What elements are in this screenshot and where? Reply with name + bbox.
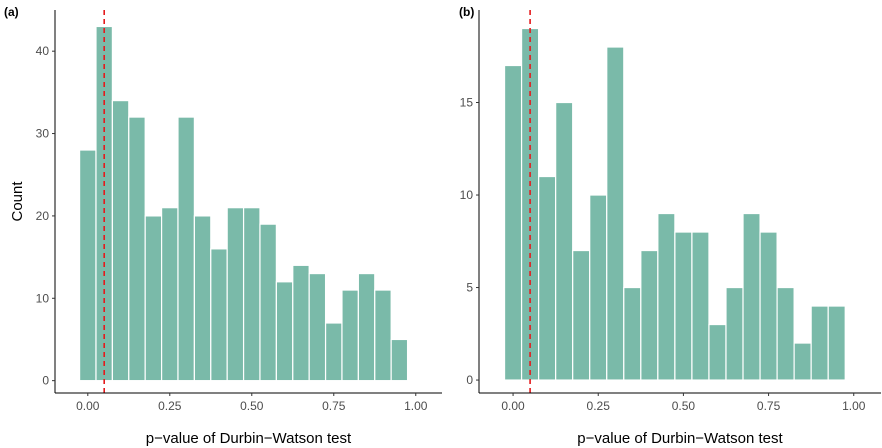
histogram-bar xyxy=(374,289,392,382)
x-tick-label: 1.00 xyxy=(842,399,866,413)
x-tick-label: 0.75 xyxy=(322,399,346,413)
x-axis-title: p−value of Durbin−Watson test xyxy=(577,430,783,447)
y-tick-label: 30 xyxy=(36,127,50,141)
y-tick-label: 20 xyxy=(36,209,50,223)
y-tick-label: 0 xyxy=(466,373,473,387)
x-tick-label: 0.00 xyxy=(501,399,525,413)
histogram-bar xyxy=(503,64,523,381)
histogram-bar xyxy=(725,286,744,381)
histogram-bar xyxy=(691,231,710,381)
x-tick-label: 1.00 xyxy=(404,399,428,413)
y-tick-label: 15 xyxy=(460,96,474,110)
histogram-bar xyxy=(275,281,294,382)
panel-label: (a) xyxy=(4,5,19,19)
histogram-bar xyxy=(160,207,179,382)
histogram-bar xyxy=(810,305,829,381)
histogram-bar xyxy=(793,342,812,381)
histogram-bar xyxy=(242,207,261,382)
y-tick-label: 0 xyxy=(42,374,49,388)
histogram-bar xyxy=(844,379,863,382)
panel-a: 0 10 20 30 40 0.00 0.25 0.50 0.75 1.00 p−value of … xyxy=(4,5,442,447)
histogram-bar xyxy=(555,101,574,381)
histogram-bar xyxy=(193,215,212,382)
x-tick-label: 0.00 xyxy=(76,399,100,413)
histogram-bar xyxy=(406,380,425,382)
histogram-bar xyxy=(210,248,228,382)
histogram-bar xyxy=(390,338,409,382)
y-tick-label: 40 xyxy=(36,44,50,58)
x-tick-label: 0.50 xyxy=(240,399,264,413)
x-tick-label: 0.50 xyxy=(672,399,696,413)
x-tick-label: 0.25 xyxy=(587,399,611,413)
histogram-bar xyxy=(742,212,761,381)
histogram-bar xyxy=(308,272,327,382)
histogram-bar xyxy=(111,100,130,382)
histogram-bar xyxy=(606,46,625,381)
histogram-bar xyxy=(324,322,343,382)
histogram-bar xyxy=(259,223,277,382)
histogram-bar xyxy=(292,264,310,382)
y-axis-title: Count xyxy=(9,181,26,222)
x-tick-label: 0.75 xyxy=(757,399,781,413)
histogram-bar xyxy=(623,286,642,381)
histogram-bar xyxy=(78,149,97,382)
histogram-bar xyxy=(674,231,693,381)
histogram-bar xyxy=(226,207,245,382)
histogram-bar xyxy=(827,305,846,381)
histogram-bar xyxy=(708,323,727,381)
histogram-bar xyxy=(128,116,146,382)
panel-label: (b) xyxy=(459,5,474,19)
x-tick-label: 0.25 xyxy=(158,399,182,413)
histogram-bar xyxy=(341,289,359,382)
histogram-bar xyxy=(572,249,591,381)
histogram-bar xyxy=(144,215,163,382)
histogram-bar xyxy=(538,175,557,381)
histogram-bar xyxy=(640,249,659,381)
histogram-bar xyxy=(177,116,195,382)
y-tick-label: 5 xyxy=(466,281,473,295)
histogram-bar xyxy=(759,231,778,381)
histogram-bar xyxy=(589,194,608,381)
histogram-bar xyxy=(657,212,676,381)
panel-b: 0 5 10 15 0.00 0.25 0.50 0.75 1.00 p−value of Dur… xyxy=(459,5,881,447)
histogram-bar xyxy=(776,286,795,381)
y-tick-label: 10 xyxy=(460,188,474,202)
x-axis-title: p−value of Durbin−Watson test xyxy=(146,430,352,447)
histogram-bar xyxy=(357,272,376,382)
y-tick-label: 10 xyxy=(36,291,50,305)
